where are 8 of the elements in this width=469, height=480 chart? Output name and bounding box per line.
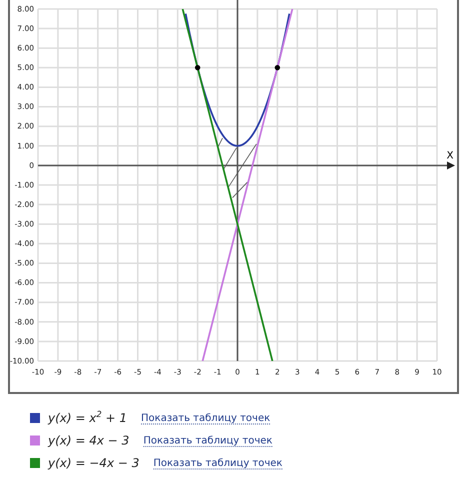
legend-label: y(x) = 4x − 3 [47,434,130,448]
legend-label: y(x) = −4x − 3 [47,456,140,470]
text: Показать таблицу точек [143,436,272,446]
line-series [184,12,290,147]
x-axis-title: X [446,150,454,162]
text: Показать таблицу точек [141,413,270,424]
text: Показать таблицу точек [153,458,282,469]
legend-label: y(x) = x$^{2}$ + 1 [47,409,128,425]
